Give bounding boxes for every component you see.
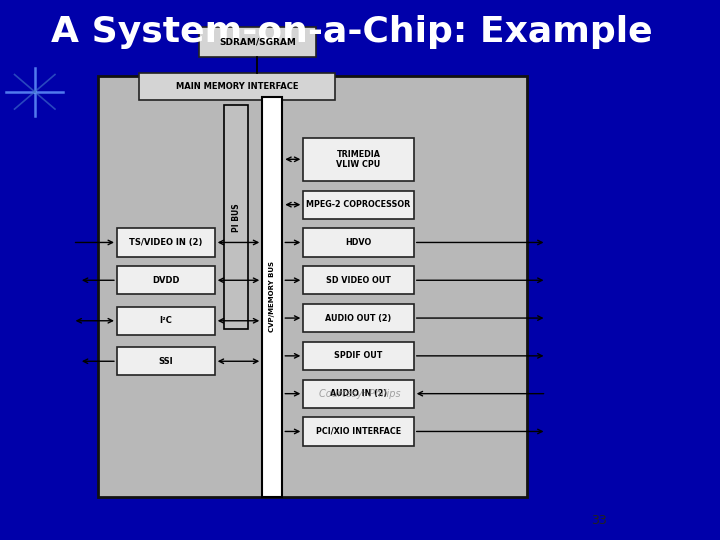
Text: SDRAM/SGRAM: SDRAM/SGRAM (219, 37, 296, 46)
Text: SD VIDEO OUT: SD VIDEO OUT (326, 276, 391, 285)
Text: AUDIO OUT (2): AUDIO OUT (2) (325, 314, 392, 322)
Text: MAIN MEMORY INTERFACE: MAIN MEMORY INTERFACE (176, 82, 298, 91)
Bar (262, 97, 282, 497)
Text: SPDIF OUT: SPDIF OUT (334, 352, 383, 360)
Text: A System-on-a-Chip: Example: A System-on-a-Chip: Example (50, 15, 652, 49)
Bar (98, 76, 528, 497)
Text: 33: 33 (590, 514, 606, 526)
Bar (117, 307, 215, 335)
Text: MPEG-2 COPROCESSOR: MPEG-2 COPROCESSOR (307, 200, 410, 209)
Text: TRIMEDIA
VLIW CPU: TRIMEDIA VLIW CPU (336, 150, 381, 169)
Bar (117, 228, 215, 256)
Bar (303, 228, 414, 256)
Bar (303, 138, 414, 181)
Text: DVDD: DVDD (152, 276, 179, 285)
Bar (303, 417, 414, 446)
Text: HDVO: HDVO (346, 238, 372, 247)
Bar (117, 347, 215, 375)
Bar (117, 266, 215, 294)
Bar (303, 380, 414, 408)
Bar (303, 304, 414, 332)
Bar (303, 191, 414, 219)
Text: CVP/MEMORY BUS: CVP/MEMORY BUS (269, 261, 275, 333)
Text: SSI: SSI (158, 357, 173, 366)
Bar (199, 27, 316, 57)
Bar (303, 266, 414, 294)
Bar (224, 105, 248, 329)
Text: TS/VIDEO IN (2): TS/VIDEO IN (2) (129, 238, 202, 247)
Text: PI BUS: PI BUS (232, 203, 240, 232)
Bar (139, 73, 335, 100)
Text: I²C: I²C (159, 316, 172, 325)
Text: AUDIO IN (2): AUDIO IN (2) (330, 389, 387, 398)
Bar (303, 342, 414, 370)
Text: PCI/XIO INTERFACE: PCI/XIO INTERFACE (316, 427, 401, 436)
Text: Courtesy: Philips: Courtesy: Philips (319, 389, 401, 399)
